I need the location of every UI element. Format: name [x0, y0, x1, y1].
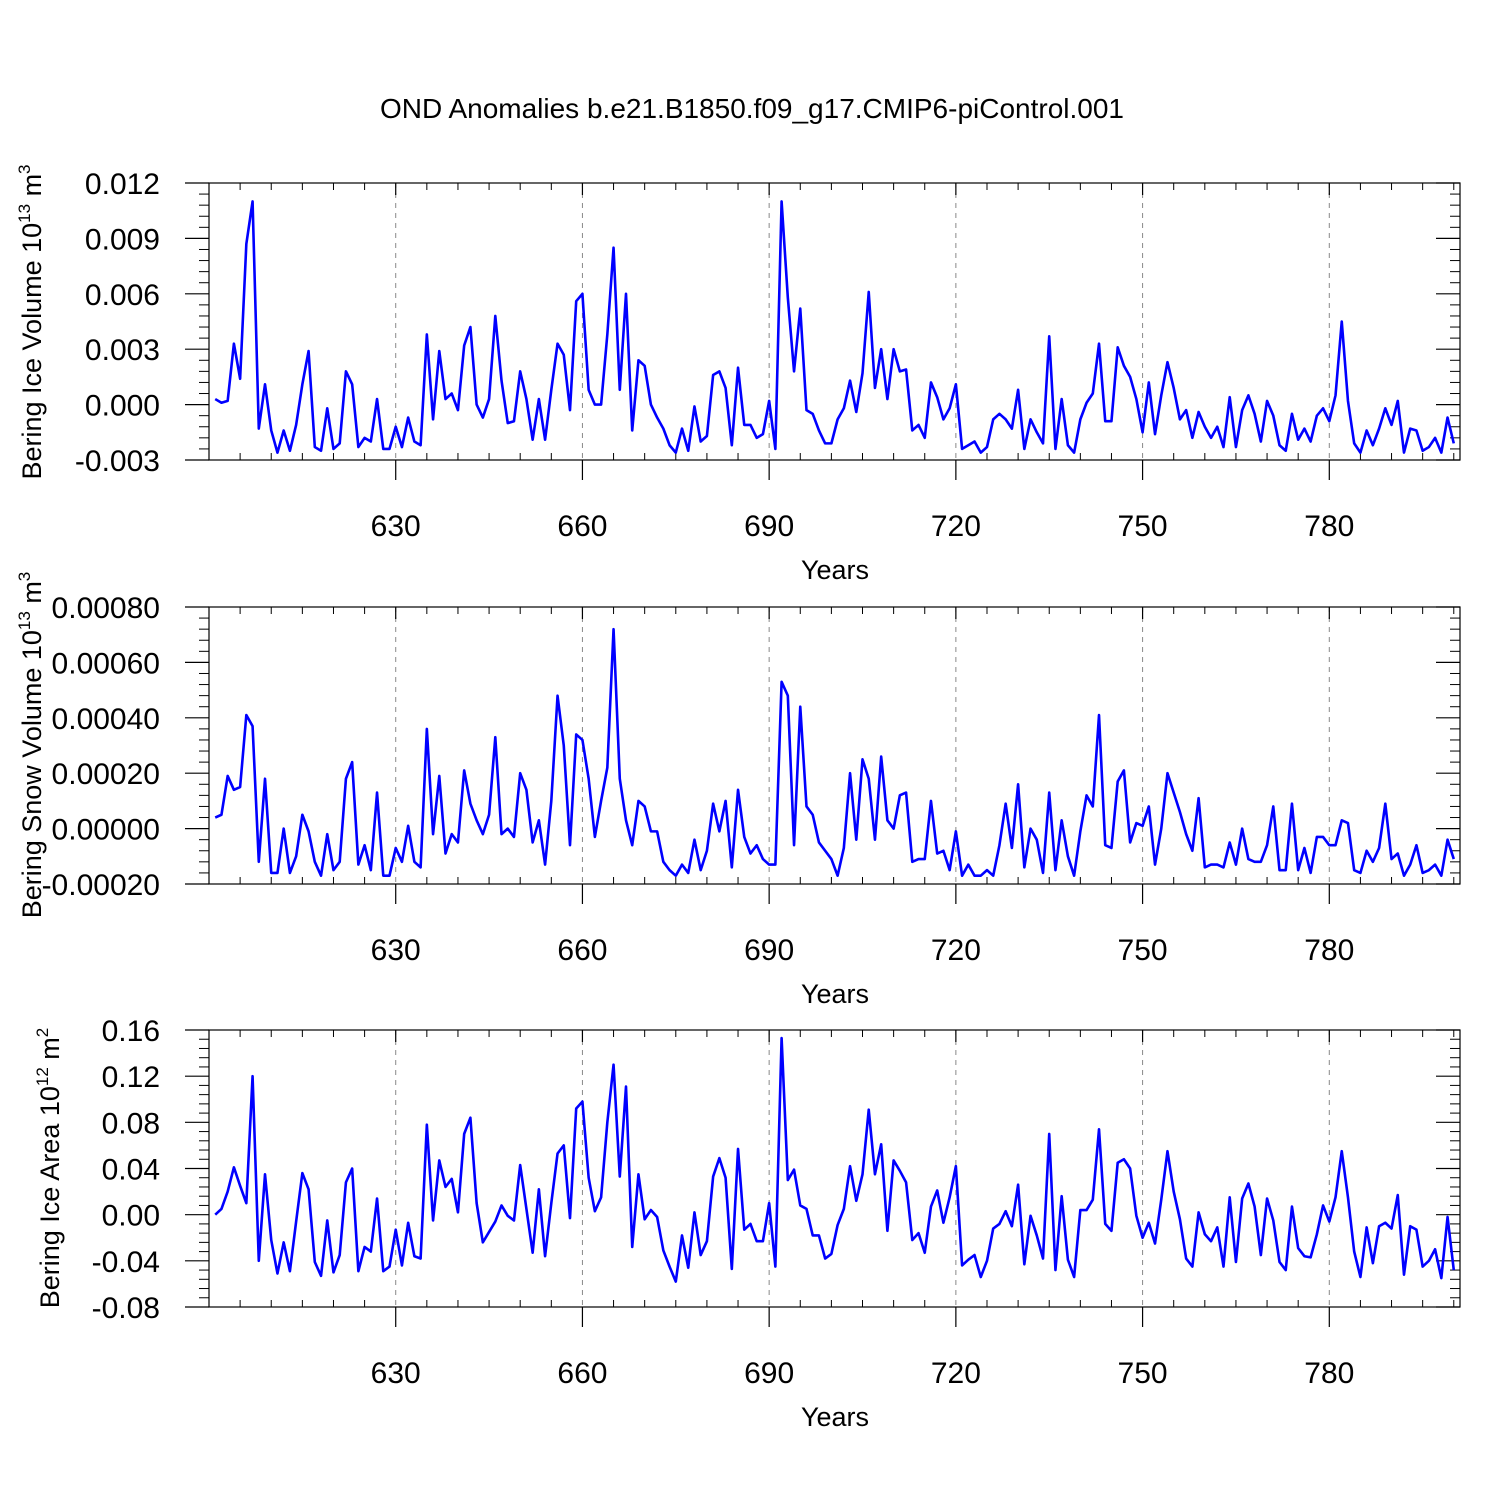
x-tick-label: 750 — [1118, 934, 1168, 967]
figure-title: OND Anomalies b.e21.B1850.f09_g17.CMIP6-… — [380, 93, 1124, 124]
y-tick-label: 0.00040 — [52, 703, 160, 736]
y-tick-label: -0.003 — [75, 445, 160, 478]
y-tick-label: 0.16 — [102, 1015, 160, 1048]
x-tick-label: 690 — [744, 510, 794, 543]
chart-panel-2: 630 660 690 720 750 780 -0.00020 0.00000 0.00020… — [15, 572, 1461, 1009]
y-tick-label: 0.00000 — [52, 814, 160, 847]
x-tick-label: 750 — [1118, 510, 1168, 543]
x-tick-label: 720 — [931, 934, 981, 967]
plot-frame — [208, 182, 1461, 461]
y-tick-label: 0.12 — [102, 1061, 160, 1094]
y-tick-label: 0.00080 — [52, 592, 160, 625]
y-tick-label: 0.00060 — [52, 647, 160, 680]
x-tick-label: 660 — [557, 1357, 607, 1390]
panels: 630 660 690 720 750 780 -0.003 0.000 0.003 0.006 0… — [15, 164, 1461, 1432]
x-tick-label: 630 — [371, 510, 421, 543]
y-tick-label: 0.08 — [102, 1107, 160, 1140]
x-axis-label: Years — [801, 979, 869, 1009]
x-axis-label: Years — [801, 1402, 869, 1432]
y-tick-label: 0.000 — [85, 390, 160, 423]
y-tick-label: 0.04 — [102, 1154, 160, 1187]
y-tick-label: 0.00020 — [52, 758, 160, 791]
x-axis-label: Years — [801, 555, 869, 585]
y-axis-label: Bering Ice Area 1012 m2 — [33, 1028, 65, 1309]
x-tick-label: 780 — [1304, 1357, 1354, 1390]
plot-frame — [208, 1029, 1461, 1308]
x-tick-label: 690 — [744, 934, 794, 967]
y-tick-label: 0.009 — [85, 223, 160, 256]
x-tick-label: 780 — [1304, 510, 1354, 543]
x-tick-label: 720 — [931, 1357, 981, 1390]
x-tick-label: 630 — [371, 1357, 421, 1390]
x-tick-label: 690 — [744, 1357, 794, 1390]
series-line — [214, 200, 1456, 454]
y-tick-label: -0.08 — [92, 1292, 160, 1325]
y-tick-label: 0.003 — [85, 334, 160, 367]
y-tick-label: -0.04 — [92, 1246, 160, 1279]
x-tick-label: 660 — [557, 510, 607, 543]
series-line — [214, 627, 1456, 877]
y-tick-label: 0.006 — [85, 279, 160, 312]
y-tick-label: -0.00020 — [42, 869, 160, 902]
x-tick-label: 780 — [1304, 934, 1354, 967]
chart-panel-1: 630 660 690 720 750 780 -0.003 0.000 0.003 0.006 0… — [15, 164, 1461, 585]
x-tick-label: 630 — [371, 934, 421, 967]
y-axis-label: Bering Snow Volume 1013 m3 — [15, 572, 47, 919]
x-tick-label: 660 — [557, 934, 607, 967]
plot-frame — [208, 606, 1461, 885]
y-tick-label: 0.012 — [85, 168, 160, 201]
x-tick-label: 750 — [1118, 1357, 1168, 1390]
y-axis-label: Bering Ice Volume 1013 m3 — [15, 164, 47, 479]
chart-panel-3: 630 660 690 720 750 780 -0.08 -0.04 0.00 0.04 0.08… — [33, 1015, 1461, 1432]
series-line — [214, 1036, 1456, 1283]
y-tick-label: 0.00 — [102, 1200, 160, 1233]
x-tick-label: 720 — [931, 510, 981, 543]
